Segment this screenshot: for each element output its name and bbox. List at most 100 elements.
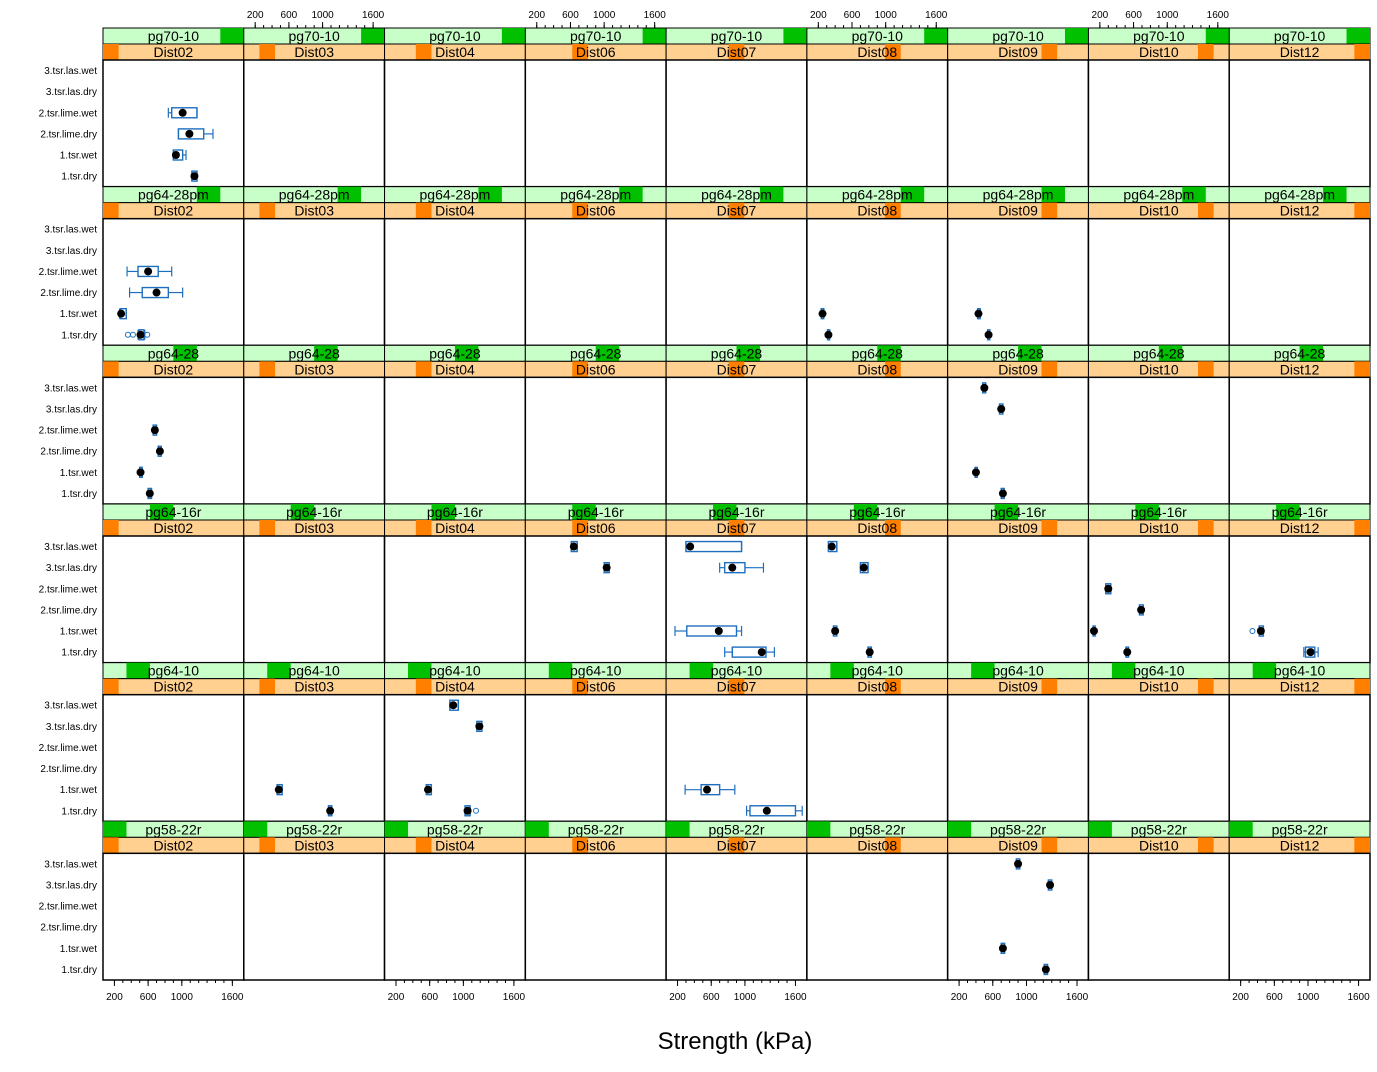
strip-col-label: Dist03 [294, 679, 334, 695]
median-dot [997, 405, 1006, 413]
box [171, 107, 198, 119]
median-dot [136, 468, 145, 477]
median-dot [152, 288, 161, 297]
strip-row-label: pg64-16r [427, 504, 483, 520]
strip-row-label: pg64-28pm [138, 187, 209, 203]
x-tick-label: 600 [1125, 10, 1142, 21]
strip-col-marker [1041, 44, 1058, 60]
median-dot [865, 648, 874, 657]
strip-row-marker [971, 662, 995, 679]
x-tick-label: 1600 [784, 992, 807, 1003]
strip-col-label: Dist07 [717, 203, 757, 219]
strip-row-marker [173, 345, 197, 362]
strip-row-label: pg64-10 [288, 663, 340, 679]
strip-row-label: pg64-16r [849, 504, 905, 520]
strip-row-label: pg64-10 [570, 663, 622, 679]
data-panel [383, 693, 527, 823]
y-tick-label: 1.tsr.wet [60, 944, 97, 955]
strip-col-label: Dist08 [857, 837, 897, 853]
y-tick-label: 1.tsr.dry [61, 330, 97, 341]
strip-col-marker [1197, 361, 1214, 378]
data-panel [1228, 217, 1371, 347]
strip-col-marker [1041, 520, 1058, 536]
strip-col-marker [728, 44, 745, 60]
strip-row-label: pg70-10 [711, 28, 763, 44]
data-panel [243, 376, 386, 505]
x-tick-label: 1600 [1207, 10, 1230, 21]
data-panel [946, 59, 1090, 188]
x-tick-label: 600 [281, 10, 298, 21]
strip-row-label: pg64-28 [429, 345, 481, 361]
median-dot [449, 701, 458, 710]
strip-row-marker [1018, 345, 1042, 362]
strip-row-label: pg64-28 [1274, 345, 1326, 361]
y-tick-label: 1.tsr.dry [61, 965, 97, 976]
strip-col-label: Dist12 [1280, 679, 1320, 695]
strip-col-marker [1041, 202, 1058, 219]
strip-col-marker [1197, 520, 1214, 536]
y-tick-label: 3.tsr.las.wet [44, 66, 97, 77]
strip-row-marker [736, 345, 760, 362]
x-tick-label: 200 [1092, 10, 1109, 21]
strip-row-marker [900, 186, 925, 203]
strip-row-label: pg58-22r [1131, 821, 1187, 837]
data-panel [1228, 535, 1371, 664]
strip-row-marker [548, 662, 573, 679]
data-panel [524, 852, 667, 981]
strip-col-marker [572, 520, 588, 536]
x-tick-label: 1000 [1297, 992, 1320, 1003]
strip-row-marker [454, 345, 479, 362]
strip-col-marker [572, 678, 588, 695]
median-dot [762, 806, 771, 815]
strip-row-label: pg70-10 [570, 28, 622, 44]
strip-row-marker [196, 186, 221, 203]
strip-col-label: Dist10 [1139, 679, 1179, 695]
x-tick-label: 200 [528, 10, 545, 21]
strip-row-label: pg70-10 [1133, 28, 1185, 44]
box-plot-grid: pg70-10Dist02pg70-10Dist03pg70-10Dist04p… [39, 10, 1371, 1003]
strip-col-label: Dist04 [435, 361, 475, 377]
strip-row-marker [1276, 504, 1300, 520]
strip-col-marker [1041, 837, 1058, 854]
strip-row-label: pg64-28 [992, 345, 1044, 361]
strip-col-marker [1354, 202, 1370, 219]
median-dot [703, 785, 712, 794]
y-tick-label: 2.tsr.lime.wet [39, 426, 98, 437]
strip-row-marker [1205, 28, 1230, 44]
strip-col-label: Dist07 [717, 520, 757, 536]
x-tick-label: 1000 [593, 10, 616, 21]
y-tick-label: 1.tsr.dry [61, 648, 97, 659]
strip-col-label: Dist06 [576, 520, 616, 536]
strip-row-label: pg64-28pm [842, 187, 913, 203]
strip-row-label: pg70-10 [852, 28, 904, 44]
strip-col-marker [415, 44, 432, 60]
x-tick-label: 600 [844, 10, 861, 21]
strip-col-label: Dist02 [154, 679, 194, 695]
strip-col-label: Dist04 [435, 44, 475, 60]
data-panel [383, 852, 527, 981]
strip-col-label: Dist08 [857, 203, 897, 219]
strip-col-label: Dist06 [576, 679, 616, 695]
y-tick-label: 1.tsr.dry [61, 489, 97, 500]
data-panel [806, 693, 949, 823]
y-tick-label: 3.tsr.las.wet [44, 701, 97, 712]
y-tick-label: 3.tsr.las.dry [46, 87, 97, 98]
strip-row-label: pg64-28pm [983, 187, 1054, 203]
data-panel [383, 217, 527, 347]
strip-col-label: Dist04 [435, 679, 475, 695]
x-tick-label: 1600 [362, 10, 385, 21]
strip-row-label: pg64-28pm [1123, 187, 1194, 203]
data-panel [665, 693, 808, 823]
y-tick-label: 2.tsr.lime.dry [40, 764, 97, 775]
strip-row-marker [408, 662, 432, 679]
strip-row-marker [1252, 662, 1277, 679]
strip-col-marker [103, 678, 119, 695]
strip-row-marker [877, 345, 901, 362]
x-tick-label: 1000 [1015, 992, 1038, 1003]
strip-row-marker [501, 28, 526, 44]
strip-col-label: Dist09 [998, 520, 1038, 536]
strip-row-marker [619, 186, 643, 203]
strip-row-label: pg64-16r [1272, 504, 1328, 520]
median-dot [144, 267, 153, 276]
strip-col-marker [885, 837, 901, 854]
